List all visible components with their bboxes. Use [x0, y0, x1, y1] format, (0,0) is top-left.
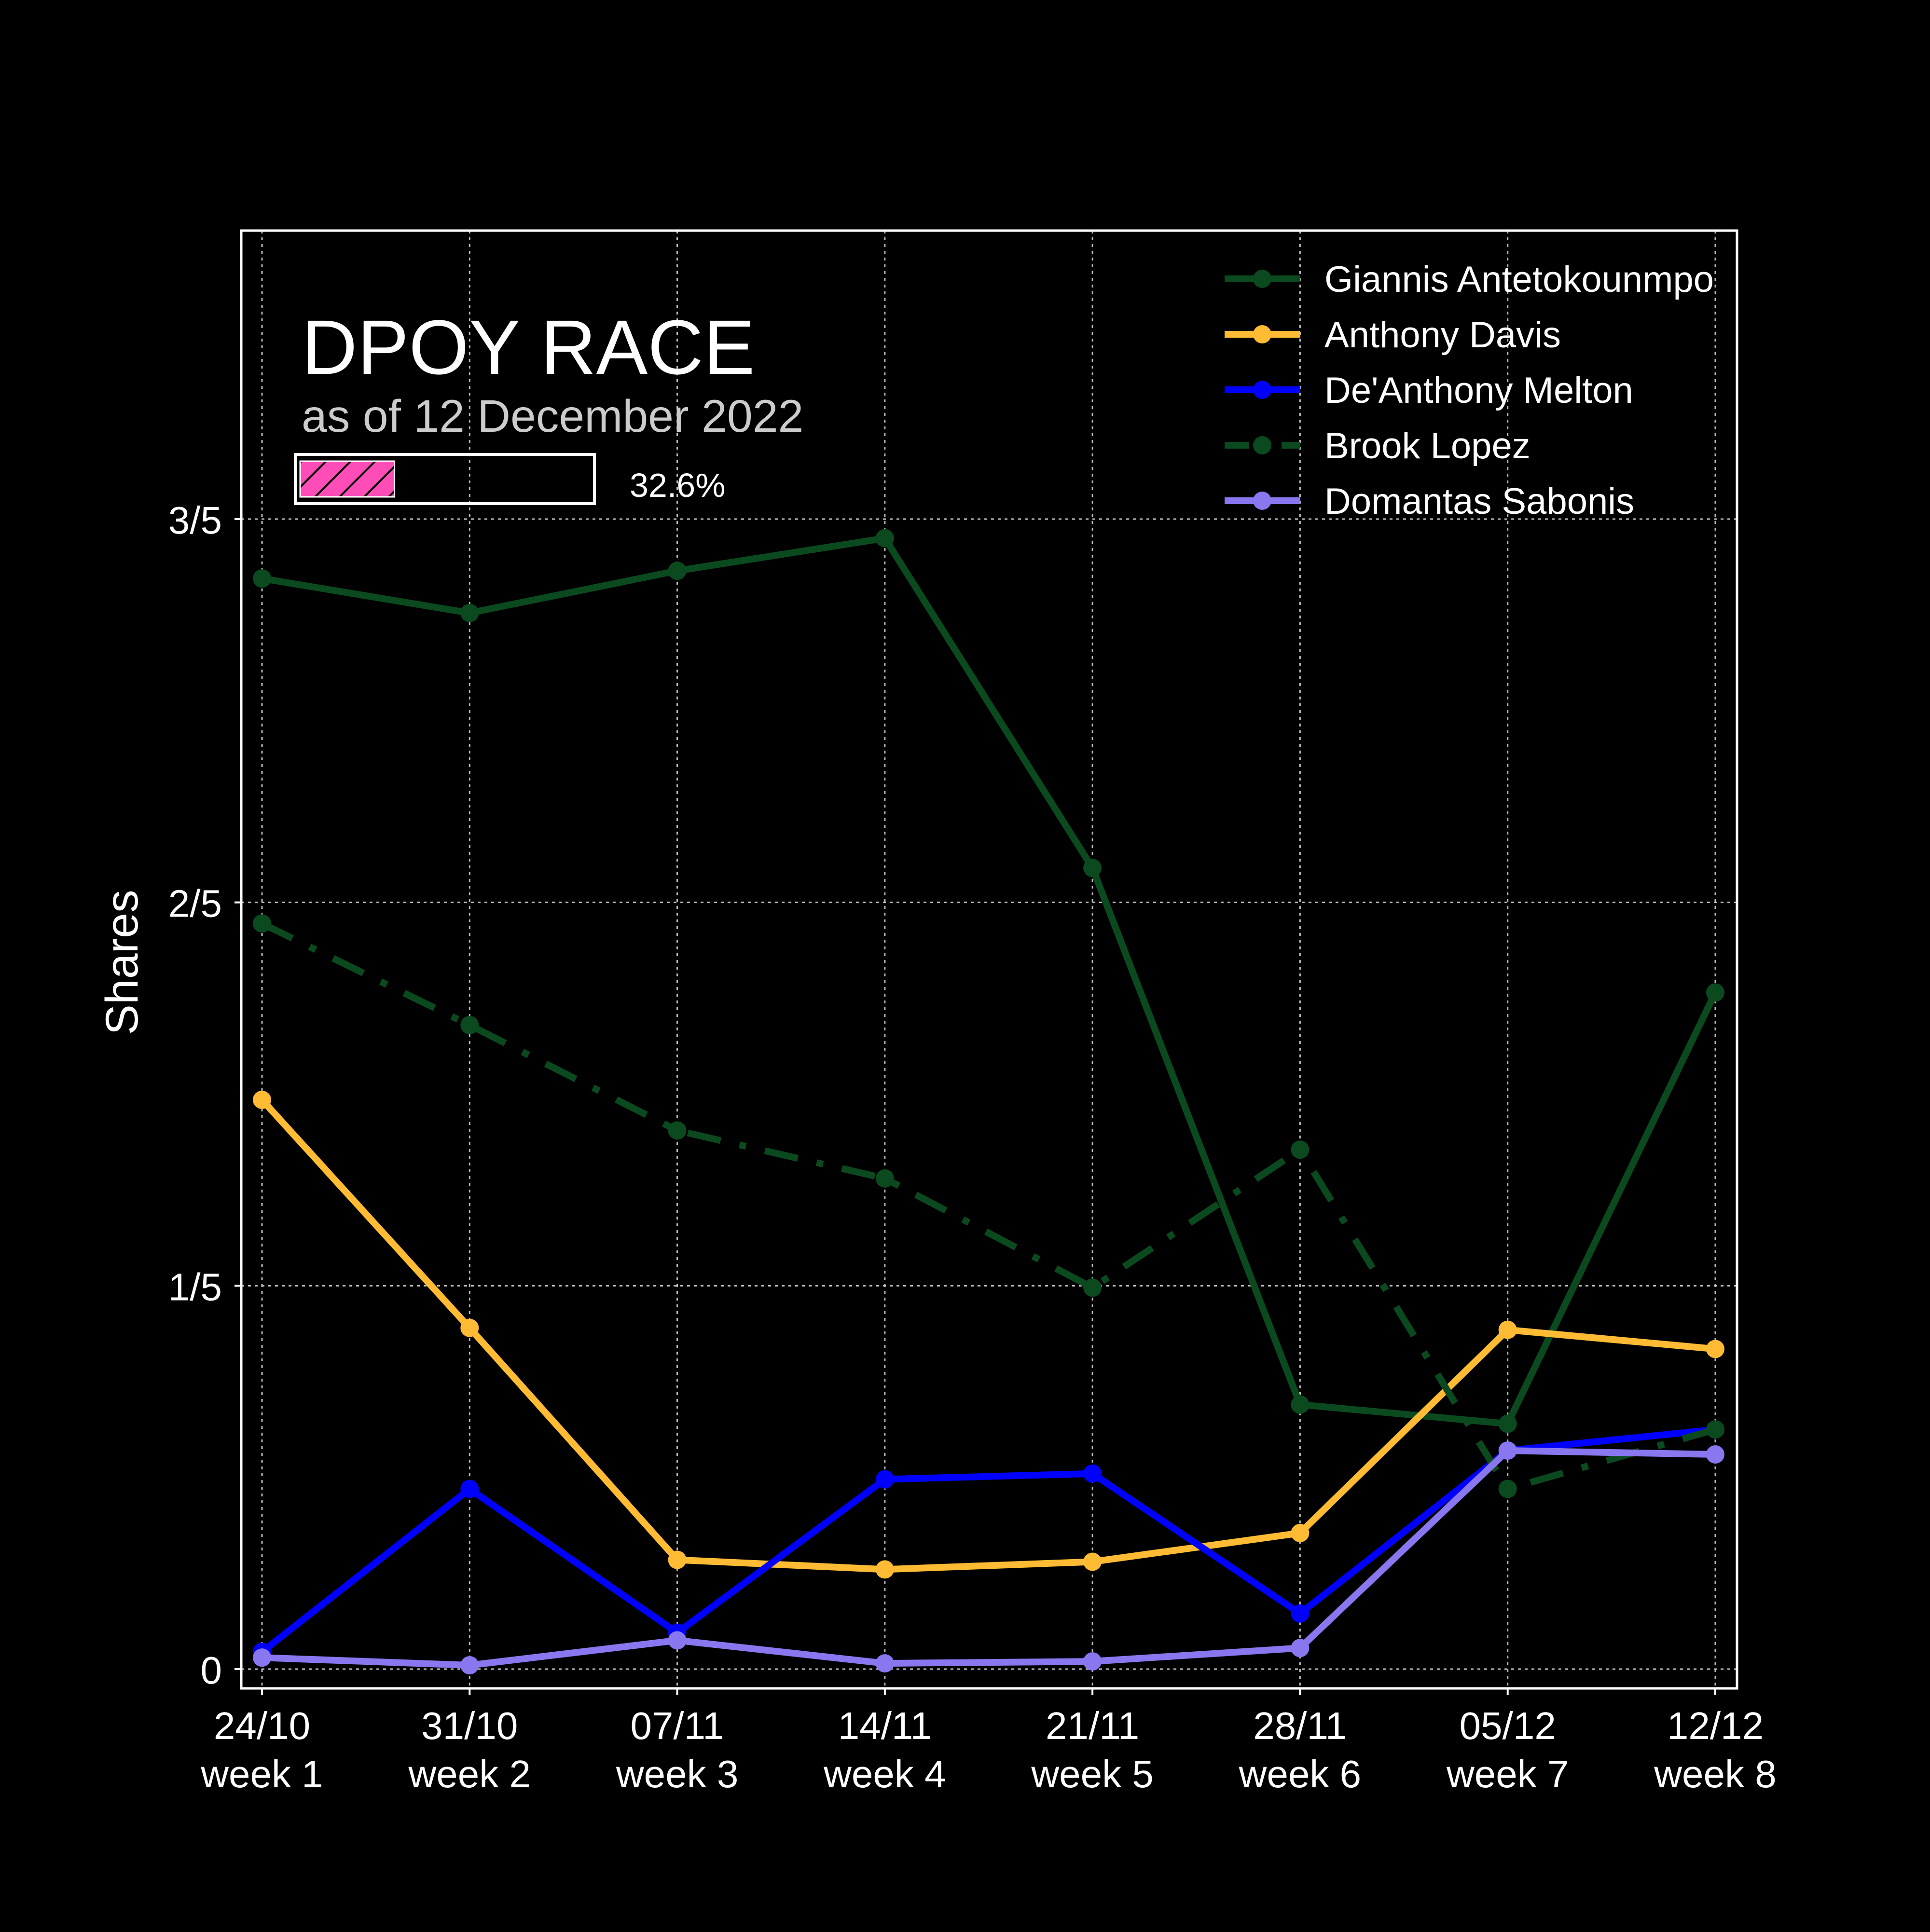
data-point-giannis-antetokounmpo — [668, 562, 687, 580]
data-point-brook-lopez — [1706, 1420, 1724, 1439]
y-tick-label: 3/5 — [168, 499, 222, 542]
legend: Giannis Antetokounmpo Anthony Davis De'Ant… — [1225, 259, 1714, 522]
data-point-giannis-antetokounmpo — [1706, 983, 1724, 1002]
legend-item-anthony-davis: Anthony Davis — [1225, 315, 1561, 356]
legend-marker — [1253, 436, 1271, 454]
y-tick-label: 1/5 — [168, 1265, 222, 1308]
series-domantas-sabonis — [253, 1441, 1724, 1675]
data-point-anthony-davis — [1706, 1340, 1724, 1358]
legend-label: De'Anthony Melton — [1324, 370, 1633, 411]
legend-label: Anthony Davis — [1324, 315, 1561, 356]
x-tick-label-date: 14/11 — [838, 1704, 932, 1747]
legend-marker — [1253, 492, 1271, 510]
data-point-anthony-davis — [875, 1560, 894, 1579]
legend-marker — [1253, 381, 1271, 399]
legend-marker — [1253, 325, 1271, 343]
series-brook-lopez — [253, 914, 1724, 1498]
x-tick-label-week: week 7 — [1446, 1753, 1569, 1795]
x-tick-label-week: week 3 — [616, 1753, 738, 1795]
data-point-brook-lopez — [1083, 1278, 1102, 1297]
data-point-giannis-antetokounmpo — [460, 603, 479, 622]
data-point-brook-lopez — [253, 914, 271, 933]
legend-item-brook-lopez: Brook Lopez — [1225, 425, 1530, 466]
data-point-domantas-sabonis — [668, 1631, 687, 1650]
x-tick-label-week: week 8 — [1654, 1753, 1776, 1795]
chart-title: DPOY RACE — [302, 304, 755, 390]
data-point-anthony-davis — [1498, 1320, 1517, 1339]
x-tick-label-date: 24/10 — [214, 1704, 310, 1747]
data-point-domantas-sabonis — [1083, 1652, 1102, 1671]
progress-bar-track — [294, 453, 596, 505]
data-point-de-anthony-melton — [875, 1470, 894, 1489]
data-point-anthony-davis — [1083, 1552, 1102, 1571]
data-point-domantas-sabonis — [875, 1654, 894, 1673]
x-tick-label-date: 12/12 — [1667, 1704, 1764, 1747]
data-point-anthony-davis — [668, 1550, 687, 1569]
legend-label: Brook Lopez — [1324, 425, 1530, 466]
data-point-brook-lopez — [668, 1121, 687, 1140]
data-point-giannis-antetokounmpo — [1083, 859, 1102, 877]
x-tick-label-week: week 2 — [408, 1753, 531, 1795]
series-line-giannis-antetokounmpo — [261, 534, 1719, 1427]
data-point-brook-lopez — [1291, 1140, 1310, 1159]
y-axis-label: Shares — [96, 890, 148, 1035]
legend-marker — [1253, 270, 1271, 288]
axes-layer: 0 1/5 2/5 3/5 24/10 week 1 31/10 week 2 07/11 wee… — [168, 499, 1777, 1795]
plot-frame — [240, 229, 1738, 1690]
y-tick-label: 0 — [201, 1649, 222, 1692]
data-point-domantas-sabonis — [253, 1648, 271, 1667]
series-line-de-anthony-melton — [260, 1426, 1716, 1655]
data-point-domantas-sabonis — [460, 1656, 479, 1675]
x-tick-label-week: week 4 — [823, 1753, 946, 1795]
series-line-domantas-sabonis — [262, 1447, 1716, 1669]
series-giannis-antetokounmpo — [253, 529, 1724, 1433]
legend-item-giannis-antetokounmpo: Giannis Antetokounmpo — [1225, 259, 1714, 300]
data-point-anthony-davis — [460, 1318, 479, 1337]
x-tick-label-date: 21/11 — [1046, 1704, 1139, 1747]
legend-item-domantas-sabonis: Domantas Sabonis — [1225, 481, 1634, 522]
legend-label: Domantas Sabonis — [1324, 481, 1634, 522]
data-point-anthony-davis — [1291, 1523, 1310, 1542]
chart-subtitle: as of 12 December 2022 — [302, 391, 803, 442]
series-line-anthony-davis — [259, 1097, 1716, 1573]
data-point-domantas-sabonis — [1291, 1639, 1310, 1658]
x-tick-label-week: week 1 — [200, 1753, 323, 1795]
progress-label: 32.6% — [630, 466, 725, 504]
data-point-de-anthony-melton — [460, 1480, 479, 1498]
data-point-giannis-antetokounmpo — [875, 529, 894, 548]
data-point-brook-lopez — [460, 1015, 479, 1034]
data-point-giannis-antetokounmpo — [1498, 1414, 1517, 1433]
legend-label: Giannis Antetokounmpo — [1324, 259, 1714, 300]
series-layer — [253, 529, 1724, 1675]
data-point-brook-lopez — [1498, 1480, 1517, 1498]
data-point-giannis-antetokounmpo — [253, 569, 271, 588]
x-tick-label-week: week 6 — [1239, 1753, 1361, 1795]
legend-item-de-anthony-melton: De'Anthony Melton — [1225, 370, 1633, 411]
data-point-giannis-antetokounmpo — [1291, 1395, 1310, 1414]
data-point-domantas-sabonis — [1498, 1441, 1517, 1460]
data-point-anthony-davis — [253, 1090, 271, 1109]
y-tick-label: 2/5 — [168, 882, 222, 925]
progress-bar-fill — [299, 460, 396, 498]
series-anthony-davis — [253, 1090, 1724, 1579]
x-tick-label-date: 31/10 — [421, 1704, 518, 1747]
data-point-de-anthony-melton — [1083, 1464, 1102, 1483]
x-tick-label-date: 07/11 — [630, 1704, 724, 1747]
x-tick-label-week: week 5 — [1031, 1753, 1153, 1795]
series-line-brook-lopez — [260, 920, 1716, 1493]
data-point-brook-lopez — [875, 1169, 894, 1188]
data-point-de-anthony-melton — [1291, 1604, 1310, 1623]
x-tick-label-date: 05/12 — [1460, 1704, 1556, 1747]
data-point-domantas-sabonis — [1706, 1445, 1724, 1464]
x-tick-label-date: 28/11 — [1253, 1704, 1347, 1747]
